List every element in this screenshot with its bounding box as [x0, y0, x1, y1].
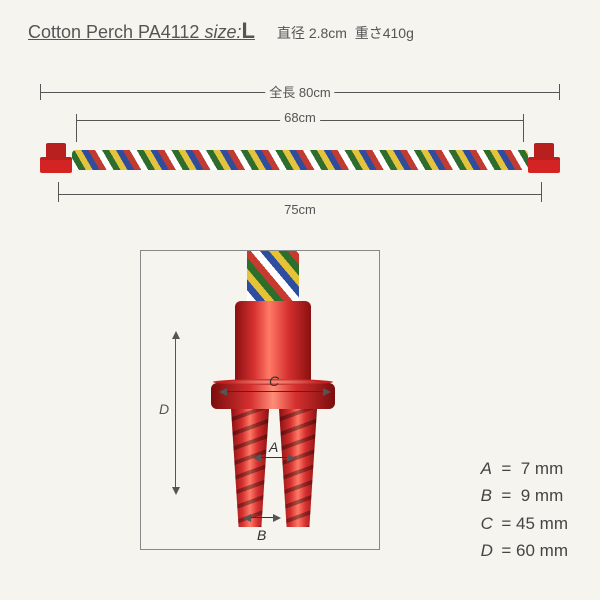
- diameter-value: 2.8cm: [309, 25, 347, 41]
- dimension-capless-label: 75cm: [280, 202, 320, 217]
- connector-illustration: [211, 301, 339, 541]
- legend-val: 45 mm: [516, 514, 568, 533]
- legend-row-A: A = 7 mm: [481, 455, 568, 482]
- legend-row-D: D = 60 mm: [481, 537, 568, 564]
- dimension-A: A: [255, 457, 293, 473]
- cap-base: [40, 157, 72, 173]
- legend-row-B: B = 9 mm: [481, 482, 568, 509]
- size-value: L: [241, 18, 254, 43]
- size-word: size:: [204, 22, 241, 42]
- legend-eq: =: [497, 541, 516, 560]
- name-prefix: Cotton Perch PA4112: [28, 22, 204, 42]
- product-header: Cotton Perch PA4112 size:L 直径 2.8cm 重さ41…: [28, 18, 414, 44]
- dimension-capless: 75cm: [58, 186, 542, 206]
- dim-tick: [76, 114, 77, 142]
- dim-line: [221, 391, 329, 392]
- end-cap-right: [528, 141, 560, 179]
- legend-val: 7 mm: [516, 459, 563, 478]
- product-name: Cotton Perch PA4112 size:L: [28, 18, 255, 44]
- dim-letter-D: D: [159, 401, 169, 417]
- spec-sub: 直径 2.8cm 重さ410g: [277, 23, 414, 43]
- arrowhead-icon: [219, 388, 227, 396]
- dim-line: [175, 333, 176, 493]
- dimension-C: C: [221, 391, 329, 407]
- legend-eq: =: [497, 459, 516, 478]
- dim-letter-B: B: [257, 527, 266, 543]
- legend-row-C: C = 45 mm: [481, 510, 568, 537]
- legend-letter: B: [481, 482, 497, 509]
- connector-body: [235, 301, 311, 383]
- dimension-D: D: [165, 333, 187, 493]
- dimension-B: B: [245, 517, 279, 533]
- dim-line: [58, 194, 542, 195]
- arrowhead-icon: [273, 514, 281, 522]
- connector-detail-panel: D C A B: [140, 250, 380, 550]
- legend-letter: D: [481, 537, 497, 564]
- dim-tick: [559, 84, 560, 100]
- rope-body: [72, 150, 528, 170]
- dim-tick: [40, 84, 41, 100]
- total-value: 80cm: [299, 85, 331, 100]
- end-cap-left: [40, 141, 72, 179]
- dimension-inner-label: 68cm: [280, 110, 320, 125]
- diameter-label: 直径: [277, 25, 305, 41]
- arrowhead-icon: [287, 454, 295, 462]
- legend-eq: =: [497, 486, 516, 505]
- dim-tick: [523, 114, 524, 142]
- arrowhead-icon: [172, 487, 180, 495]
- weight-label: 重さ: [355, 25, 383, 41]
- total-label: 全長: [269, 85, 295, 100]
- dim-letter-A: A: [269, 439, 278, 455]
- weight-value: 410g: [383, 25, 414, 41]
- dim-letter-C: C: [269, 373, 279, 389]
- cap-base: [528, 157, 560, 173]
- arrowhead-icon: [172, 331, 180, 339]
- dimension-total: 全長 80cm: [40, 78, 560, 98]
- arrowhead-icon: [323, 388, 331, 396]
- legend-eq: =: [497, 514, 516, 533]
- dim-tick: [541, 182, 542, 202]
- rope-illustration: [40, 140, 560, 180]
- legend-val: 60 mm: [516, 541, 568, 560]
- dimension-inner: 68cm: [76, 108, 524, 126]
- legend-letter: C: [481, 510, 497, 537]
- arrowhead-icon: [243, 514, 251, 522]
- legend-val: 9 mm: [516, 486, 563, 505]
- dimension-total-label: 全長 80cm: [265, 82, 334, 101]
- rope-stub: [247, 251, 299, 301]
- legend-letter: A: [481, 455, 497, 482]
- dimension-legend: A = 7 mm B = 9 mm C = 45 mm D = 60 mm: [481, 455, 568, 564]
- arrowhead-icon: [253, 454, 261, 462]
- dim-tick: [58, 182, 59, 202]
